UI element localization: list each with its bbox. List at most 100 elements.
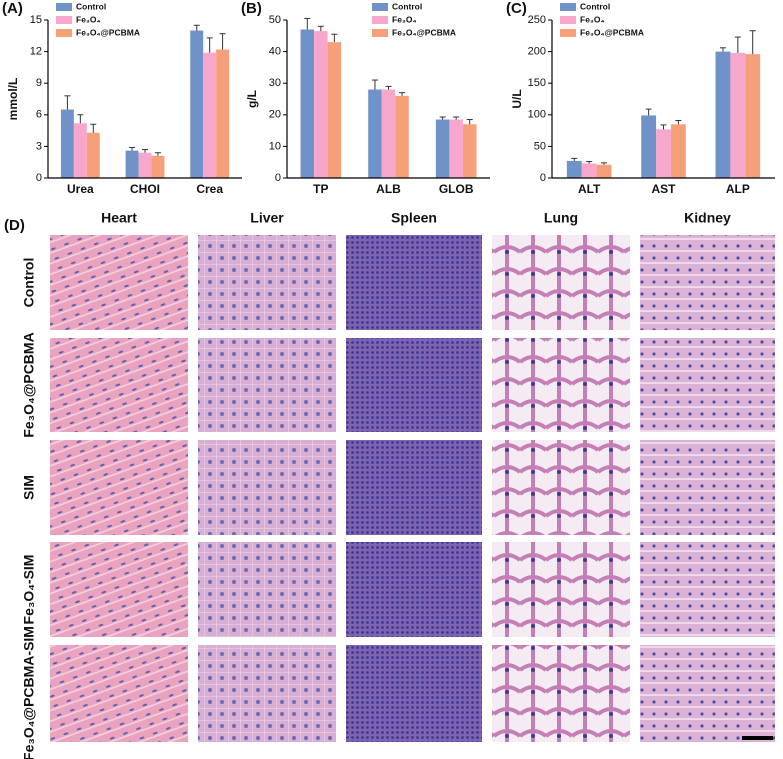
x-tick-label: GLOB [439, 182, 474, 196]
bar [125, 150, 139, 178]
x-tick-label: CHOI [130, 182, 160, 196]
y-tick-label: 50 [269, 14, 281, 26]
tissue-image [640, 645, 775, 742]
y-tick-label: 0 [540, 172, 546, 184]
x-tick-label: TP [313, 182, 328, 196]
column-header: Heart [101, 210, 137, 226]
tissue-image [492, 338, 630, 432]
x-tick-label: Urea [67, 182, 94, 196]
error-bar [399, 92, 406, 96]
tissue-image [50, 542, 188, 637]
error-bar [466, 119, 473, 125]
bar [60, 109, 74, 178]
tissue-image [198, 440, 336, 535]
tissue-image [50, 338, 188, 432]
bar [449, 119, 463, 178]
y-tick-label: 50 [534, 140, 546, 152]
x-tick-label: AST [652, 182, 677, 196]
y-tick-label: 100 [528, 109, 546, 121]
bar [381, 89, 396, 178]
tissue-image [198, 338, 336, 432]
tissue-image [492, 542, 630, 637]
y-tick-label: 0 [36, 172, 42, 184]
bar [395, 95, 409, 178]
bar [190, 30, 204, 179]
legend-label: Control [76, 1, 106, 11]
tissue-image [640, 235, 775, 330]
error-bar [90, 123, 97, 133]
bar [314, 31, 328, 179]
bar [368, 89, 382, 178]
bar [715, 51, 731, 178]
bar [596, 164, 612, 178]
tissue-image [50, 440, 188, 535]
y-tick-label: 15 [30, 14, 42, 26]
panel-label: (A) [2, 0, 23, 17]
charts: (A) mmol/L 0 3 6 9 12 15 Urea CHOI Crea Control Fe₃O… [2, 0, 775, 196]
tissue-image [198, 542, 336, 637]
error-bar [193, 24, 200, 31]
bar [670, 124, 686, 178]
bar [730, 52, 746, 178]
error-bar [734, 36, 741, 53]
tissue-image [346, 645, 482, 742]
y-tick-label: 0 [275, 172, 281, 184]
legend-swatch [560, 16, 576, 24]
error-bar [385, 85, 392, 90]
tissue-image [346, 338, 482, 432]
error-bar [749, 30, 756, 55]
bar [581, 163, 597, 178]
tissue-image [346, 542, 482, 637]
legend-swatch [372, 16, 388, 24]
row-label: SIM [21, 475, 37, 500]
tissue-image [640, 338, 775, 432]
legend-label: Fe₃O₄@PCBMA [580, 27, 644, 37]
tissue-image [492, 440, 630, 535]
y-tick-label: 250 [528, 14, 546, 26]
error-bar [453, 116, 460, 120]
column-header: Spleen [391, 210, 437, 226]
legend-swatch [372, 29, 388, 37]
x-tick-label: ALP [726, 182, 750, 196]
tissue-image [346, 235, 482, 330]
legend-label: Fe₃O₄ [580, 14, 605, 24]
column-header: Kidney [684, 210, 731, 226]
legend-label: Control [580, 1, 610, 11]
error-bar [304, 17, 311, 30]
error-bar [206, 37, 213, 53]
error-bar [64, 95, 71, 110]
legend-label: Control [392, 1, 422, 11]
tissue-image [492, 235, 630, 330]
error-bar [571, 157, 578, 161]
error-bar [142, 149, 148, 153]
bar [73, 123, 87, 178]
x-tick-label: Crea [196, 182, 223, 196]
tissue-image [198, 645, 336, 742]
error-bar [586, 161, 593, 164]
error-bar [371, 79, 378, 90]
y-axis-label: g/L [245, 90, 259, 108]
bar [216, 49, 230, 178]
tissue-image [198, 235, 336, 330]
tissue-image [640, 440, 775, 535]
y-tick-label: 40 [269, 46, 281, 58]
row-label: Fe₃O₄@PCBMA-SIM [21, 626, 37, 759]
y-axis-label: U/L [510, 89, 524, 108]
panel-label: (B) [241, 0, 262, 17]
bar [462, 124, 477, 178]
bar [138, 152, 152, 178]
column-header: Lung [544, 210, 578, 226]
y-tick-label: 20 [269, 109, 281, 121]
bar [203, 52, 217, 178]
legend-swatch [372, 3, 388, 11]
error-bar [660, 124, 667, 130]
error-bar [77, 114, 84, 124]
column-header: Liver [250, 210, 284, 226]
y-tick-label: 30 [269, 77, 281, 89]
tissue-image [492, 645, 630, 742]
error-bar [601, 162, 608, 165]
y-tick-label: 3 [36, 140, 42, 152]
bar [566, 160, 582, 178]
bar [435, 119, 450, 178]
